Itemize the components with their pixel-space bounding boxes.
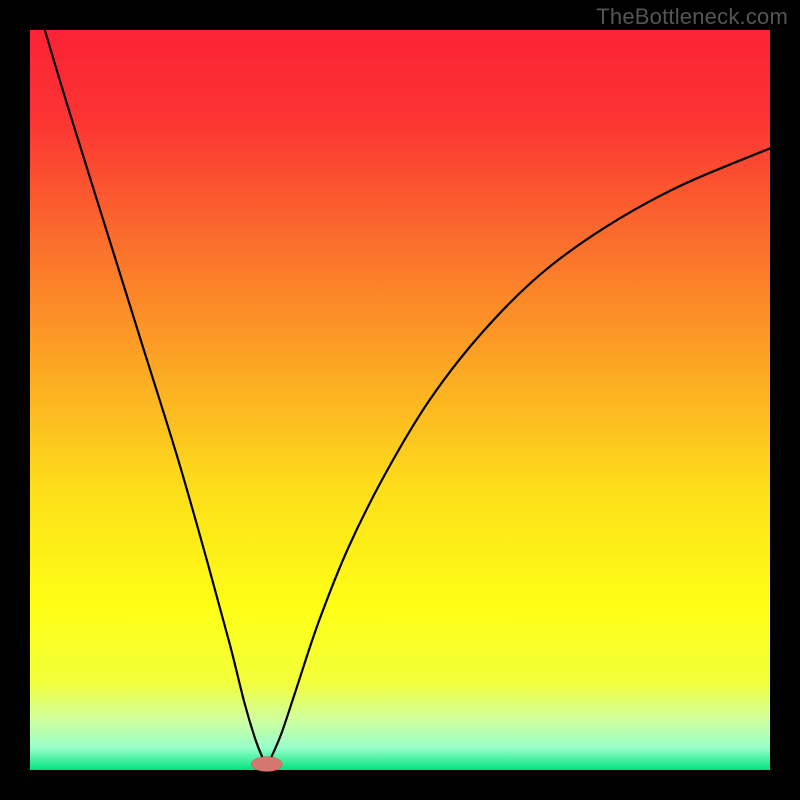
chart-container: TheBottleneck.com: [0, 0, 800, 800]
bottleneck-chart: [0, 0, 800, 800]
plot-background: [30, 30, 770, 770]
watermark-text: TheBottleneck.com: [596, 4, 788, 30]
optimum-marker: [251, 757, 282, 772]
